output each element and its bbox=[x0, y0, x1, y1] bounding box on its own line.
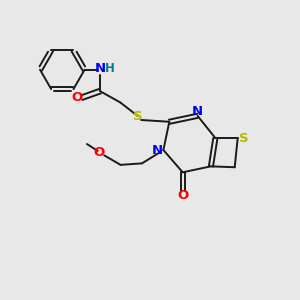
Text: O: O bbox=[177, 189, 188, 202]
Text: N: N bbox=[94, 62, 106, 75]
Text: N: N bbox=[192, 105, 203, 118]
Text: S: S bbox=[239, 132, 248, 145]
Text: S: S bbox=[133, 110, 143, 123]
Text: H: H bbox=[105, 62, 115, 75]
Text: O: O bbox=[93, 146, 104, 160]
Text: O: O bbox=[71, 91, 82, 104]
Text: N: N bbox=[152, 143, 163, 157]
